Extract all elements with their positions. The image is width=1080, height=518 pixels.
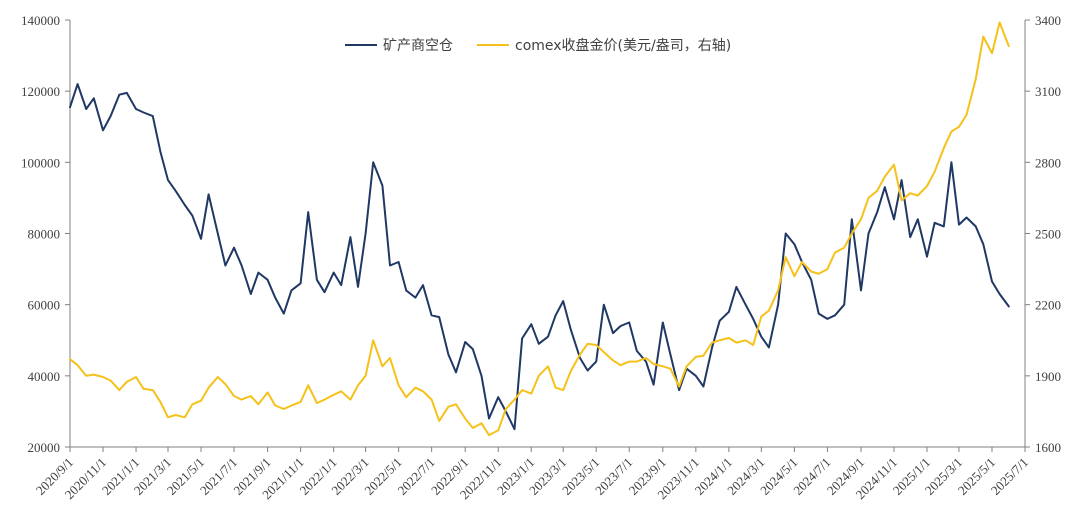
series-lines <box>69 21 1010 437</box>
y-left-tick-label: 120000 <box>21 84 60 99</box>
y-right-tick-label: 2800 <box>1035 155 1061 170</box>
legend-label: 矿产商空仓 <box>383 38 453 54</box>
y-right-tick-label: 1900 <box>1035 369 1061 384</box>
y-left-tick-label: 20000 <box>28 440 61 455</box>
x-tick-label: 2025/7/1 <box>988 455 1031 498</box>
legend: 矿产商空仓 comex收盘金价(美元/盎司，右轴) <box>345 37 731 54</box>
axes: 20000 40000 60000 80000 100000 120000 140000 16… <box>21 13 1061 502</box>
y-left-tick-label: 40000 <box>28 369 61 384</box>
series-line-comex-gold-price <box>69 21 1010 437</box>
legend-label: comex收盘金价(美元/盎司，右轴) <box>515 37 731 54</box>
y-right-tick-label: 3400 <box>1035 13 1061 28</box>
y-left-tick-label: 60000 <box>28 298 61 313</box>
y-left-tick-label: 140000 <box>21 13 60 28</box>
y-left-tick-label: 80000 <box>28 227 61 242</box>
series-line-miner-short-positions <box>69 83 1010 431</box>
y-right-tick-label: 1600 <box>1035 440 1061 455</box>
y-right-tick-label: 2200 <box>1035 298 1061 313</box>
y-left-tick-label: 100000 <box>21 155 60 170</box>
y-right-tick-label: 3100 <box>1035 84 1061 99</box>
y-right-tick-label: 2500 <box>1035 227 1061 242</box>
